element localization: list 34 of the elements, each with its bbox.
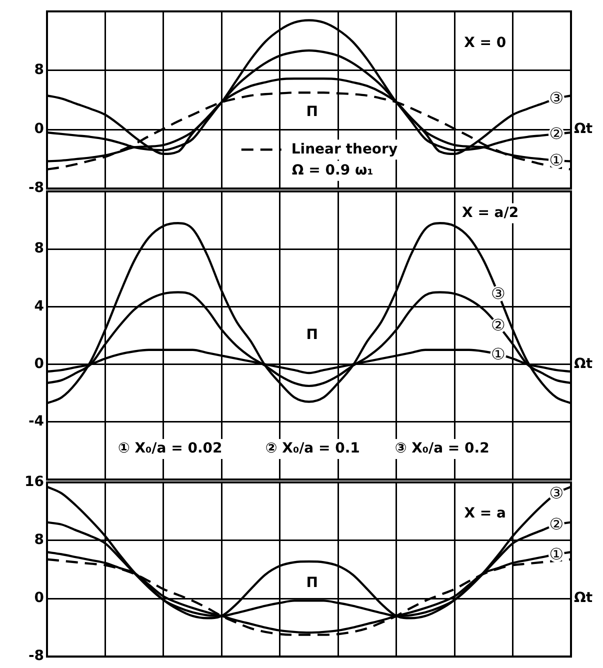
y-tick-label: 0 (34, 121, 44, 138)
annotation: Π (306, 327, 318, 344)
series-label: ① (549, 150, 564, 170)
x-axis-title: Ωt (574, 121, 593, 138)
series-label: ① (491, 344, 506, 364)
y-tick-label: 8 (34, 240, 44, 257)
annotation: ② X₀/a = 0.1 (265, 440, 360, 457)
y-tick-label: 4 (34, 298, 44, 314)
annotation: X = a (464, 505, 506, 522)
annotation: ① X₀/a = 0.02 (118, 440, 222, 457)
y-tick-label: 0 (34, 356, 44, 372)
y-tick-label: 8 (34, 62, 44, 78)
y-tick-label: -8 (28, 180, 44, 196)
x-axis-title: Ωt (574, 590, 593, 606)
y-tick-label: 16 (24, 474, 44, 490)
y-tick-label: 0 (34, 590, 44, 606)
series-label: ② (491, 316, 506, 335)
annotation: Π (306, 575, 318, 592)
series-label: ③ (549, 88, 564, 108)
annotation: Π (306, 104, 318, 120)
y-tick-label: -8 (28, 648, 44, 664)
legend-label: Linear theory (291, 141, 398, 158)
annotation: X = a/2 (462, 204, 519, 221)
annotation: ③ X₀/a = 0.2 (394, 440, 490, 457)
annotation: Ω = 0.9 ω₁ (292, 162, 374, 179)
y-tick-label: 8 (34, 532, 44, 548)
series-label: ② (549, 124, 564, 144)
series-label: ③ (491, 284, 506, 303)
annotation: X = 0 (464, 34, 506, 51)
y-tick-label: -4 (28, 414, 44, 430)
series-label: ② (549, 514, 564, 534)
series-label: ① (549, 544, 564, 564)
x-axis-title: Ωt (574, 356, 593, 372)
series-label: ③ (549, 483, 564, 502)
